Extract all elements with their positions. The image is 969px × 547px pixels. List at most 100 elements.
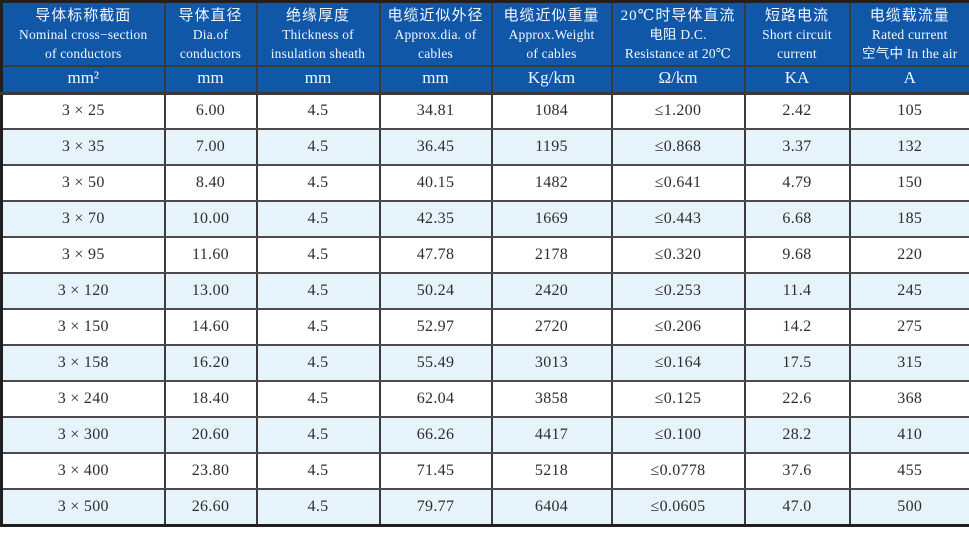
table-cell: 4.5 xyxy=(255,416,381,454)
table-cell: 37.6 xyxy=(743,452,851,490)
table-cell: ≤0.125 xyxy=(610,380,746,418)
table-cell: 2.42 xyxy=(743,92,851,130)
column-header-approx-diameter: 电缆近似外径 Approx.dia. of cables xyxy=(378,1,493,67)
table-cell: 55.49 xyxy=(378,344,493,382)
table-cell: 3 × 95 xyxy=(0,236,166,274)
table-cell: 40.15 xyxy=(378,164,493,202)
table-row: 3 × 120 13.00 4.5 50.24 2420 ≤0.253 11.4 245 xyxy=(0,272,969,310)
table-cell: ≤1.200 xyxy=(610,92,746,130)
table-cell: 3.37 xyxy=(743,128,851,166)
table-cell: 6.00 xyxy=(163,92,258,130)
column-header-insulation-thickness: 绝缘厚度 Thickness of insulation sheath xyxy=(255,1,381,67)
table-cell: ≤0.320 xyxy=(610,236,746,274)
header-en-label: Approx.Weight xyxy=(508,27,595,42)
table-cell: 3 × 50 xyxy=(0,164,166,202)
table-header: 导体标称截面 Nominal cross−section of conducto… xyxy=(0,1,969,95)
table-cell: 3 × 240 xyxy=(0,380,166,418)
header-en-label: Resistance at 20℃ xyxy=(624,45,732,61)
table-cell: 79.77 xyxy=(378,488,493,526)
table-row: 3 × 150 14.60 4.5 52.97 2720 ≤0.206 14.2 275 xyxy=(0,308,969,346)
table-cell: 4.5 xyxy=(255,488,381,526)
table-cell: 410 xyxy=(848,416,969,454)
table-cell: 16.20 xyxy=(163,344,258,382)
table-cell: 50.24 xyxy=(378,272,493,310)
table-cell: 18.40 xyxy=(163,380,258,418)
table-cell: 3 × 158 xyxy=(0,344,166,382)
table-cell: 315 xyxy=(848,344,969,382)
table-row: 3 × 35 7.00 4.5 36.45 1195 ≤0.868 3.37 132 xyxy=(0,128,969,166)
column-header-rated-current: 电缆载流量 Rated current 空气中 In the air xyxy=(848,1,969,67)
column-header-approx-weight: 电缆近似重量 Approx.Weight of cables xyxy=(490,1,613,67)
table-cell: 3 × 400 xyxy=(0,452,166,490)
table-cell: 185 xyxy=(848,200,969,238)
header-en-label: insulation sheath xyxy=(270,45,366,61)
table-cell: 10.00 xyxy=(163,200,258,238)
column-header-dc-resistance: 20℃时导体直流 电阻 D.C. Resistance at 20℃ xyxy=(610,1,746,67)
unit-cell: Kg/km xyxy=(490,66,613,95)
table-cell: 3013 xyxy=(490,344,613,382)
table-cell: 4.5 xyxy=(255,380,381,418)
table-cell: 17.5 xyxy=(743,344,851,382)
table-cell: 4.5 xyxy=(255,92,381,130)
header-en-label: Short circuit xyxy=(762,27,832,42)
table-cell: 71.45 xyxy=(378,452,493,490)
table-cell: 52.97 xyxy=(378,308,493,346)
table-cell: 245 xyxy=(848,272,969,310)
table-row: 3 × 95 11.60 4.5 47.78 2178 ≤0.320 9.68 220 xyxy=(0,236,969,274)
table-row: 3 × 25 6.00 4.5 34.81 1084 ≤1.200 2.42 105 xyxy=(0,92,969,130)
table-cell: 455 xyxy=(848,452,969,490)
table-body: 3 × 25 6.00 4.5 34.81 1084 ≤1.200 2.42 105 3 × 3… xyxy=(0,92,969,526)
table-cell: 6404 xyxy=(490,488,613,526)
table-cell: 66.26 xyxy=(378,416,493,454)
table-row: 3 × 400 23.80 4.5 71.45 5218 ≤0.0778 37.6 455 xyxy=(0,452,969,490)
column-header-short-circuit-current: 短路电流 Short circuit current xyxy=(743,1,851,67)
table-cell: 4.79 xyxy=(743,164,851,202)
header-zh-label: 20℃时导体直流 xyxy=(620,8,736,24)
header-en-label: Dia.of xyxy=(192,27,229,42)
table-cell: 5218 xyxy=(490,452,613,490)
table-cell: 3 × 500 xyxy=(0,488,166,526)
table-row: 3 × 500 26.60 4.5 79.77 6404 ≤0.0605 47.0 500 xyxy=(0,488,969,526)
table-cell: 3858 xyxy=(490,380,613,418)
table-cell: 2420 xyxy=(490,272,613,310)
unit-cell: mm² xyxy=(0,66,166,95)
table-cell: 368 xyxy=(848,380,969,418)
header-mixed-label: 电阻 D.C. xyxy=(649,27,707,42)
table-cell: 4.5 xyxy=(255,452,381,490)
table-cell: 36.45 xyxy=(378,128,493,166)
header-zh-label: 电缆近似重量 xyxy=(503,8,600,24)
table-row: 3 × 158 16.20 4.5 55.49 3013 ≤0.164 17.5 315 xyxy=(0,344,969,382)
header-zh-label: 短路电流 xyxy=(764,8,829,24)
header-en-label: of cables xyxy=(526,45,577,61)
table-cell: 42.35 xyxy=(378,200,493,238)
header-zh-label: 电缆载流量 xyxy=(869,8,950,24)
header-en-label: current xyxy=(777,45,817,61)
column-header-conductor-diameter: 导体直径 Dia.of conductors xyxy=(163,1,258,67)
table-cell: ≤0.164 xyxy=(610,344,746,382)
table-cell: ≤0.0778 xyxy=(610,452,746,490)
table-cell: 7.00 xyxy=(163,128,258,166)
table-cell: 500 xyxy=(848,488,969,526)
header-en-label: Rated current xyxy=(871,27,948,42)
table-cell: 132 xyxy=(848,128,969,166)
header-row: 导体标称截面 Nominal cross−section of conducto… xyxy=(0,1,969,67)
table-cell: ≤0.868 xyxy=(610,128,746,166)
column-header-nominal-cross-section: 导体标称截面 Nominal cross−section of conducto… xyxy=(0,1,166,67)
table-row: 3 × 300 20.60 4.5 66.26 4417 ≤0.100 28.2 410 xyxy=(0,416,969,454)
header-mixed-label: 空气中 In the air xyxy=(862,45,958,61)
table-cell: 14.2 xyxy=(743,308,851,346)
table-cell: 28.2 xyxy=(743,416,851,454)
table-cell: 34.81 xyxy=(378,92,493,130)
table-cell: 4.5 xyxy=(255,236,381,274)
table-cell: 23.80 xyxy=(163,452,258,490)
table-cell: 6.68 xyxy=(743,200,851,238)
header-zh-label: 导体标称截面 xyxy=(35,8,132,24)
table-cell: 2178 xyxy=(490,236,613,274)
table-cell: 47.78 xyxy=(378,236,493,274)
table-cell: 9.68 xyxy=(743,236,851,274)
table-cell: 4.5 xyxy=(255,272,381,310)
table-cell: 4.5 xyxy=(255,200,381,238)
table-cell: ≤0.206 xyxy=(610,308,746,346)
unit-cell: KA xyxy=(743,66,851,95)
